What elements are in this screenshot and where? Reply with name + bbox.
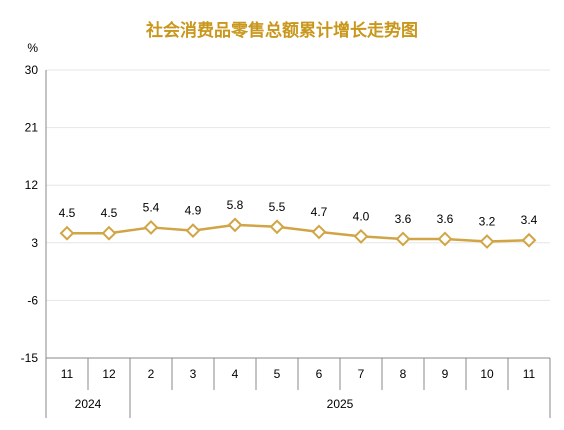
data-point-marker (311, 224, 327, 240)
year-label: 2024 (75, 397, 102, 411)
x-tick-label: 6 (316, 367, 323, 381)
x-tick-label: 11 (523, 367, 536, 381)
y-tick-label: -15 (21, 351, 39, 365)
series-markers (59, 217, 537, 249)
x-tick-label: 7 (358, 367, 365, 381)
x-tick-label: 4 (232, 367, 239, 381)
x-axis-table (45, 70, 551, 418)
data-label: 3.2 (479, 215, 496, 229)
x-tick-label: 5 (274, 367, 281, 381)
x-tick-label: 3 (190, 367, 197, 381)
data-label: 3.6 (395, 212, 412, 226)
x-axis-year-labels: 2024 2025 (75, 397, 354, 411)
data-label: 3.4 (521, 213, 538, 227)
data-point-marker (59, 225, 75, 241)
data-point-marker (437, 231, 453, 247)
y-tick-label: 30 (25, 63, 39, 77)
data-point-marker (101, 225, 117, 241)
year-label: 2025 (327, 397, 354, 411)
data-point-marker (395, 231, 411, 247)
series-line (67, 223, 530, 243)
y-tick-label: 21 (25, 121, 39, 135)
data-label: 4.7 (311, 205, 328, 219)
data-label: 4.0 (353, 209, 370, 223)
data-point-marker (143, 220, 159, 235)
x-axis-tick-labels: 11 12 2 3 4 5 6 7 8 9 10 11 (61, 367, 536, 381)
chart-title: 社会消费品零售总额累计增长走势图 (145, 20, 418, 41)
data-point-marker (185, 223, 201, 239)
x-tick-label: 2 (148, 367, 155, 381)
y-tick-label: -6 (27, 293, 38, 307)
data-point-marker (521, 232, 537, 248)
x-tick-label: 9 (442, 367, 449, 381)
x-tick-label: 10 (480, 367, 494, 381)
data-label: 5.4 (143, 200, 160, 214)
y-axis-unit-label: % (27, 41, 38, 55)
data-label: 4.9 (185, 204, 202, 218)
gridlines (46, 69, 550, 301)
data-label: 4.5 (101, 206, 118, 220)
series-polyline (67, 223, 530, 243)
data-label: 5.8 (227, 198, 244, 212)
data-labels: 4.5 4.5 5.4 4.9 5.8 5.5 4.7 4.0 3.6 3.6 3.2 3.4 (59, 198, 538, 229)
x-tick-label: 8 (400, 367, 407, 381)
x-tick-label: 11 (61, 367, 74, 381)
data-point-marker (227, 217, 243, 233)
data-label: 5.5 (269, 200, 286, 214)
x-tick-label: 12 (102, 367, 116, 381)
data-label: 3.6 (437, 212, 454, 226)
data-point-marker (479, 234, 495, 249)
data-point-marker (269, 219, 285, 235)
y-tick-label: 12 (25, 178, 39, 192)
data-point-marker (353, 228, 369, 244)
data-label: 4.5 (59, 206, 76, 220)
y-axis-tick-labels: 30 21 12 3 -6 -15 (21, 63, 39, 365)
y-tick-label: 3 (31, 236, 38, 250)
